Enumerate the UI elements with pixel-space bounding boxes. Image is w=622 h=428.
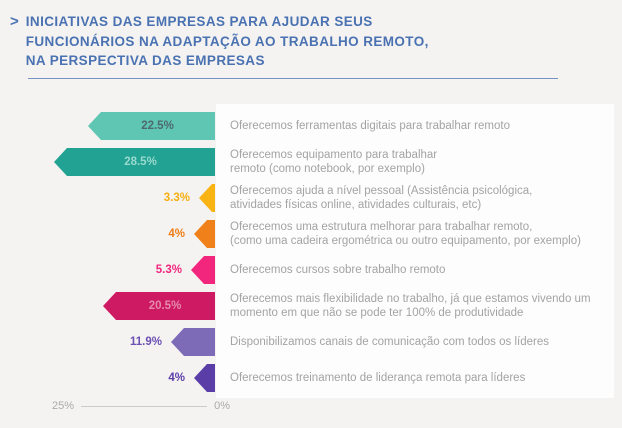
bar-value-label: 4% — [168, 372, 185, 384]
chart-row: 20.5% Oferecemos mais flexibilidade no tr… — [0, 288, 622, 324]
x-axis: 25% 0% — [52, 398, 230, 414]
chart-row: 3.3% Oferecemos ajuda a nível pessoal (As… — [0, 180, 622, 216]
chart-row: 4% Oferecemos treinamento de liderança re… — [0, 360, 622, 396]
bar-zone: 20.5% — [0, 288, 215, 324]
bar-zone: 22.5% — [0, 108, 215, 144]
bar-zone: 28.5% — [0, 144, 215, 180]
chart-row: 28.5% Oferecemos equipamento para trabalh… — [0, 144, 622, 180]
label-background-panel — [216, 104, 614, 398]
chart-row: 5.3% Oferecemos cursos sobre trabalho rem… — [0, 252, 622, 288]
bar-value-label: 11.9% — [130, 336, 162, 348]
bar-8 — [194, 364, 215, 392]
bar-category-label: Disponibilizamos canais de comunicação c… — [230, 335, 549, 348]
title-underline — [28, 78, 558, 79]
bar-value-label: 4% — [168, 228, 185, 240]
bar-category-label: Oferecemos ferramentas digitais para tra… — [230, 119, 510, 132]
bar-5 — [191, 256, 215, 284]
bar-value-label: 20.5% — [148, 300, 182, 312]
chart-row: 22.5% Oferecemos ferramentas digitais par… — [0, 108, 622, 144]
bar-category-label: Oferecemos mais flexibilidade no trabalh… — [230, 292, 591, 320]
bar-zone: 11.9% — [0, 324, 215, 360]
bar-1: 22.5% — [88, 112, 215, 140]
bar-category-label: Oferecemos treinamento de liderança remo… — [230, 371, 526, 384]
bar-zone: 3.3% — [0, 180, 215, 216]
title-line-1: INICIATIVAS DAS EMPRESAS PARA AJUDAR SEU… — [25, 14, 373, 29]
axis-line — [81, 405, 208, 407]
chart-row: 4% Oferecemos uma estrutura melhorar para… — [0, 216, 622, 252]
axis-zero-label: 0% — [214, 400, 230, 412]
bar-zone: 4% — [0, 216, 215, 252]
title-line-3: NA PERSPECTIVA DAS EMPRESAS — [25, 53, 265, 68]
bar-value-label: 22.5% — [141, 120, 174, 132]
bar-category-label: Oferecemos equipamento para trabalhar re… — [230, 148, 438, 176]
title-line-2: FUNCIONÁRIOS NA ADAPTAÇÃO AO TRABALHO RE… — [25, 33, 429, 49]
bar-category-label: Oferecemos cursos sobre trabalho remoto — [230, 263, 446, 276]
bar-value-label: 5.3% — [155, 264, 182, 276]
bar-zone: 4% — [0, 360, 215, 396]
bar-7 — [171, 328, 215, 356]
bar-category-label: Oferecemos ajuda a nível pessoal (Assist… — [230, 184, 533, 212]
bar-value-label: 3.3% — [163, 192, 190, 204]
chevron-icon: > — [10, 13, 19, 30]
bar-category-label: Oferecemos uma estrutura melhorar para t… — [230, 220, 581, 248]
bar-chart: 22.5% Oferecemos ferramentas digitais par… — [0, 108, 622, 396]
chart-title: > INICIATIVAS DAS EMPRESAS PARA AJUDAR S… — [10, 12, 570, 71]
bar-4 — [194, 220, 215, 248]
bar-value-label: 28.5% — [124, 156, 157, 168]
bar-2: 28.5% — [54, 148, 215, 176]
page-title: INICIATIVAS DAS EMPRESAS PARA AJUDAR SEU… — [26, 12, 429, 71]
axis-max-label: 25% — [52, 400, 75, 412]
bar-zone: 5.3% — [0, 252, 215, 288]
bar-6: 20.5% — [103, 292, 215, 320]
bar-3 — [199, 184, 215, 212]
chart-row: 11.9% Disponibilizamos canais de comunica… — [0, 324, 622, 360]
